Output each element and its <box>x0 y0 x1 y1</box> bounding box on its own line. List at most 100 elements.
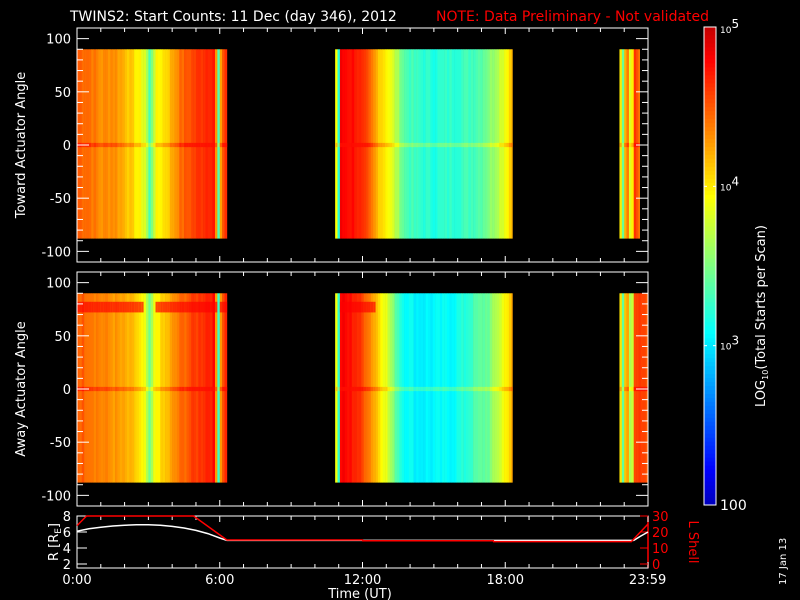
heatmap-zero-band <box>442 142 445 148</box>
y-axis-label: Away Actuator Angle <box>14 321 29 456</box>
heatmap-zero-band <box>633 142 637 148</box>
heatmap-zero-band <box>501 386 505 392</box>
heatmap-zero-band <box>131 142 135 148</box>
heatmap-zero-band <box>396 142 400 148</box>
colorbar-cell <box>704 98 716 104</box>
heatmap-high-angle-band <box>191 301 194 313</box>
heatmap-zero-band <box>224 386 228 392</box>
heatmap-zero-band <box>494 142 498 148</box>
heatmap-zero-band <box>98 142 102 148</box>
heatmap-zero-band <box>394 142 398 148</box>
heatmap-zero-band <box>188 142 192 148</box>
heatmap-zero-band <box>380 386 384 392</box>
heatmap-zero-band <box>349 142 353 148</box>
colorbar-cell <box>704 66 716 72</box>
heatmap-zero-band <box>129 142 133 148</box>
colorbar-cell <box>704 30 716 36</box>
heatmap-zero-band <box>363 142 367 148</box>
heatmap-high-angle-band <box>198 301 202 313</box>
heatmap-zero-band <box>413 386 417 392</box>
colorbar-cell <box>704 501 716 506</box>
heatmap-zero-band <box>461 142 464 148</box>
heatmap-zero-band <box>506 386 510 392</box>
heatmap-high-angle-band <box>224 301 228 313</box>
heatmap-zero-band <box>186 142 190 148</box>
heatmap-zero-band <box>408 142 412 148</box>
heatmap-high-angle-band <box>181 301 185 313</box>
heatmap-high-angle-band <box>77 301 80 313</box>
colorbar-cell <box>704 186 716 191</box>
colorbar-cell <box>704 493 716 498</box>
heatmap-zero-band <box>337 142 341 148</box>
heatmap-zero-band <box>413 142 417 148</box>
heatmap-zero-band <box>504 142 507 148</box>
heatmap-high-angle-band <box>347 301 350 313</box>
colorbar-cell <box>704 489 716 494</box>
heatmap-zero-band <box>373 142 376 148</box>
heatmap-high-angle-band <box>100 301 104 313</box>
heatmap-zero-band <box>451 386 455 392</box>
heatmap-high-angle-band <box>210 301 213 313</box>
colorbar-cell <box>704 250 716 255</box>
colorbar-cell <box>704 341 716 347</box>
heatmap-zero-band <box>363 386 367 392</box>
heatmap-high-angle-band <box>344 301 348 313</box>
heatmap-zero-band <box>157 386 161 392</box>
heatmap-zero-band <box>138 142 142 148</box>
heatmap-zero-band <box>425 386 429 392</box>
colorbar-cell <box>704 126 716 132</box>
heatmap-zero-band <box>212 386 216 392</box>
heatmap-zero-band <box>176 386 180 392</box>
heatmap-zero-band <box>621 386 625 392</box>
colorbar-cell <box>704 277 716 283</box>
heatmap-zero-band <box>115 142 118 148</box>
colorbar-cell <box>704 246 716 251</box>
colorbar-cell <box>704 453 716 458</box>
heatmap-high-angle-band <box>91 301 94 313</box>
heatmap-zero-band <box>361 386 364 392</box>
colorbar-cell <box>704 118 716 124</box>
heatmap-high-angle-band <box>160 301 163 313</box>
colorbar-cell <box>704 226 716 231</box>
heatmap-high-angle-band <box>86 301 90 313</box>
heatmap-zero-band <box>342 386 345 392</box>
heatmap-high-angle-band <box>169 301 173 313</box>
heatmap-zero-band <box>107 142 111 148</box>
heatmap-zero-band <box>470 386 474 392</box>
heatmap-zero-band <box>492 142 495 148</box>
colorbar-cell <box>704 469 716 474</box>
colorbar-cell <box>704 162 716 167</box>
heatmap-zero-band <box>382 386 386 392</box>
colorbar-cell <box>704 273 716 279</box>
heatmap-zero-band <box>423 386 426 392</box>
heatmap-zero-band <box>184 386 187 392</box>
heatmap-zero-band <box>356 386 360 392</box>
colorbar-cell <box>704 94 716 100</box>
heatmap-zero-band <box>385 142 388 148</box>
heatmap-high-angle-band <box>96 301 99 313</box>
heatmap-zero-band <box>416 142 419 148</box>
date-stamp: 17 Jan 13 <box>778 538 789 585</box>
colorbar-cell <box>704 305 716 311</box>
r-tick-label: 8 <box>63 510 71 525</box>
heatmap-zero-band <box>141 386 144 392</box>
heatmap-zero-band <box>430 142 433 148</box>
colorbar-cell <box>704 190 716 195</box>
heatmap-zero-band <box>404 386 407 392</box>
heatmap-zero-band <box>200 142 204 148</box>
colorbar-cell <box>704 238 716 243</box>
x-tick-label: 12:00 <box>344 573 381 588</box>
heatmap-zero-band <box>207 142 211 148</box>
heatmap-zero-band <box>394 386 398 392</box>
heatmap-zero-band <box>439 386 443 392</box>
x-axis-label: Time (UT) <box>327 587 392 600</box>
heatmap-zero-band <box>145 386 149 392</box>
r-axis-label-text: R [R <box>47 534 62 561</box>
heatmap-zero-band <box>408 386 412 392</box>
heatmap-zero-band <box>222 142 225 148</box>
heatmap-segment <box>619 293 649 483</box>
heatmap-zero-band <box>126 142 130 148</box>
colorbar-cell <box>704 437 716 442</box>
heatmap-high-angle-band <box>79 301 83 313</box>
heatmap-zero-band <box>217 142 221 148</box>
